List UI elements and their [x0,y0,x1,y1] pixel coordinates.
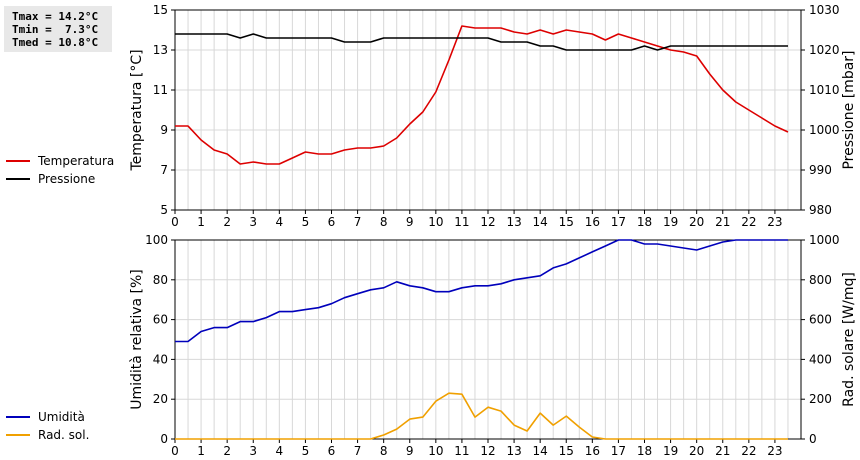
x-tick-label-top: 8 [380,215,388,229]
y2-tick-label-top: 1020 [809,43,840,57]
tmin-text: Tmin = 7.3°C [12,23,99,36]
tmax-text: Tmax = 14.2°C [12,10,99,23]
legend-label-temperature: Temperatura [38,154,115,168]
x-tick-label-bottom: 19 [663,444,678,458]
stats-box: Tmax = 14.2°C Tmin = 7.3°C Tmed = 10.8°C [4,6,112,52]
x-tick-label-top: 14 [533,215,548,229]
y2-tick-label-top: 990 [809,163,832,177]
x-tick-label-top: 3 [249,215,257,229]
x-tick-label-top: 15 [559,215,574,229]
y-tick-label-bottom: 40 [153,352,168,366]
legend-swatch-pressure [6,178,30,180]
x-tick-label-bottom: 7 [354,444,362,458]
x-tick-label-top: 16 [585,215,600,229]
x-tick-label-top: 1 [197,215,205,229]
legend-label-radiation: Rad. sol. [38,428,90,442]
y2-axis-label-bottom: Rad. solare [W/mq] [841,272,857,407]
legend-swatch-humidity [6,416,30,418]
x-tick-label-bottom: 1 [197,444,205,458]
x-tick-label-bottom: 6 [328,444,336,458]
x-tick-label-top: 20 [689,215,704,229]
x-tick-label-top: 12 [480,215,495,229]
x-tick-label-top: 5 [302,215,310,229]
x-tick-label-top: 11 [454,215,469,229]
y-tick-label-bottom: 100 [145,233,168,247]
y2-tick-label-bottom: 800 [809,273,832,287]
y2-axis-label-top: Pressione [mbar] [841,50,857,169]
x-tick-label-top: 9 [406,215,414,229]
y-tick-label-bottom: 60 [153,313,168,327]
x-tick-label-bottom: 9 [406,444,414,458]
legend-swatch-radiation [6,434,30,436]
x-tick-label-bottom: 21 [715,444,730,458]
x-tick-label-top: 0 [171,215,179,229]
x-tick-label-top: 13 [506,215,521,229]
x-tick-label-top: 22 [741,215,756,229]
y-tick-label-bottom: 80 [153,273,168,287]
y2-tick-label-top: 1000 [809,123,840,137]
y-axis-label-top: Temperatura [°C] [129,49,145,171]
series-line-rad-sol [175,392,788,440]
x-tick-label-bottom: 12 [480,444,495,458]
y-tick-label-top: 13 [153,43,168,57]
x-tick-label-top: 19 [663,215,678,229]
y2-tick-label-bottom: 600 [809,313,832,327]
legend-label-pressure: Pressione [38,172,96,186]
y2-tick-label-top: 1030 [809,3,840,17]
x-tick-label-top: 10 [428,215,443,229]
legend-label-humidity: Umidità [38,410,85,424]
x-tick-label-bottom: 16 [585,444,600,458]
y-tick-label-bottom: 0 [160,432,168,446]
y-tick-label-bottom: 20 [153,392,168,406]
x-tick-label-bottom: 5 [302,444,310,458]
legend-item-humidity: Umidità [6,408,89,426]
legend-swatch-temperature [6,160,30,162]
x-tick-label-bottom: 4 [276,444,284,458]
series-line-temperatura [175,25,789,165]
x-tick-label-top: 6 [328,215,336,229]
x-tick-label-bottom: 17 [611,444,626,458]
legend-item-pressure: Pressione [6,170,114,188]
legend-top: Temperatura Pressione [6,152,114,188]
x-tick-label-top: 21 [715,215,730,229]
x-tick-label-bottom: 23 [767,444,782,458]
y2-tick-label-bottom: 200 [809,392,832,406]
legend-item-temperature: Temperatura [6,152,114,170]
y-tick-label-top: 5 [160,203,168,217]
x-tick-label-top: 2 [223,215,231,229]
x-tick-label-top: 23 [767,215,782,229]
x-tick-label-bottom: 15 [559,444,574,458]
x-tick-label-bottom: 13 [506,444,521,458]
x-tick-label-bottom: 14 [533,444,548,458]
y2-tick-label-bottom: 0 [809,432,817,446]
x-tick-label-bottom: 2 [223,444,231,458]
x-tick-label-bottom: 18 [637,444,652,458]
x-tick-label-bottom: 0 [171,444,179,458]
y-tick-label-top: 15 [153,3,168,17]
y-tick-label-top: 9 [160,123,168,137]
legend-bottom-entries: Umidità Rad. sol. [6,408,89,444]
y-tick-label-top: 7 [160,163,168,177]
x-tick-label-bottom: 10 [428,444,443,458]
x-tick-label-bottom: 22 [741,444,756,458]
y2-tick-label-bottom: 1000 [809,233,840,247]
x-tick-label-bottom: 11 [454,444,469,458]
y2-tick-label-bottom: 400 [809,352,832,366]
x-tick-label-top: 7 [354,215,362,229]
series-line-umidit [175,239,788,343]
x-tick-label-bottom: 3 [249,444,257,458]
y2-tick-label-top: 980 [809,203,832,217]
tmed-text: Tmed = 10.8°C [12,36,99,49]
x-tick-label-top: 18 [637,215,652,229]
x-tick-label-top: 4 [276,215,284,229]
y-axis-label-bottom: Umidità relativa [%] [129,269,145,410]
legend-item-radiation: Rad. sol. [6,426,89,444]
x-tick-label-bottom: 20 [689,444,704,458]
y-tick-label-top: 11 [153,83,168,97]
series-line-pressione [175,33,788,51]
x-tick-label-bottom: 8 [380,444,388,458]
x-tick-label-top: 17 [611,215,626,229]
y2-tick-label-top: 1010 [809,83,840,97]
